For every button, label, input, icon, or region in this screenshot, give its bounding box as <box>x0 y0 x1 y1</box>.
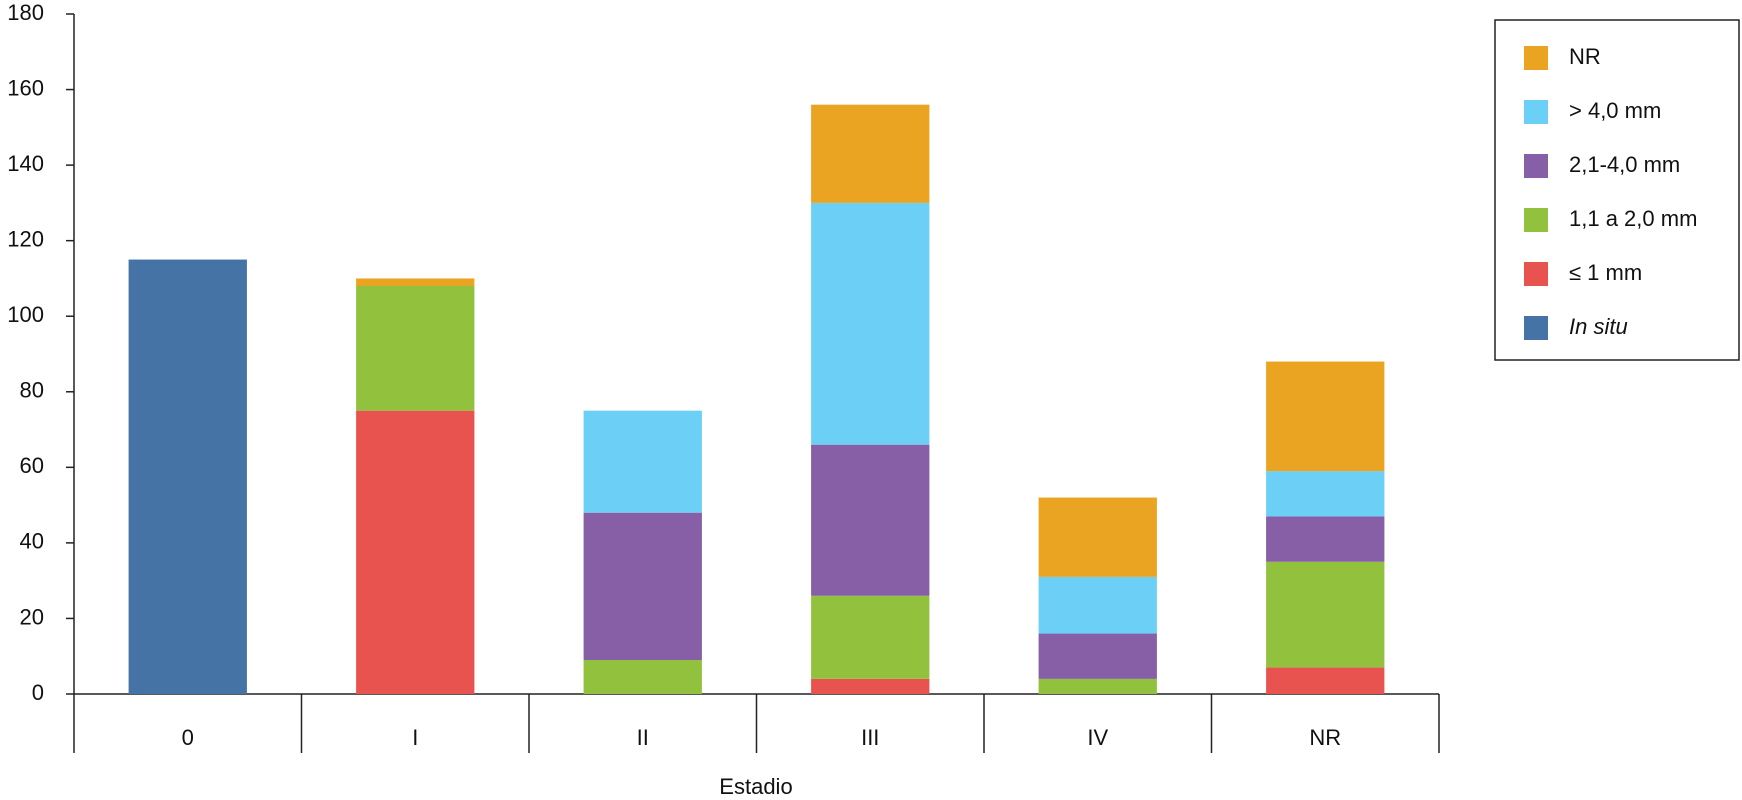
y-tick-label: 180 <box>7 0 44 25</box>
legend-box <box>1494 19 1740 361</box>
bar-segment <box>583 512 702 660</box>
legend-label: > 4,0 mm <box>1569 98 1661 123</box>
bar-segment <box>128 259 247 694</box>
bar-segment <box>1038 576 1157 634</box>
x-axis-label: Estadio <box>719 774 792 799</box>
legend-label: In situ <box>1569 314 1628 339</box>
bar-segment <box>356 286 475 411</box>
y-tick-label: 20 <box>20 604 44 629</box>
legend-swatch <box>1524 262 1548 286</box>
legend-label: ≤ 1 mm <box>1569 260 1642 285</box>
bar-segment <box>1038 633 1157 679</box>
x-tick-label: I <box>412 725 418 750</box>
y-tick-label: 100 <box>7 302 44 327</box>
bar-segment <box>811 595 930 679</box>
y-tick-label: 0 <box>32 680 44 705</box>
x-tick-label: 0 <box>182 725 194 750</box>
bar-segment <box>1038 497 1157 577</box>
bar-segment <box>811 444 930 596</box>
bar-segment <box>356 278 475 286</box>
legend-swatch <box>1524 154 1548 178</box>
bar-segment <box>811 678 930 694</box>
y-tick-label: 160 <box>7 75 44 100</box>
bar-segment <box>811 202 930 445</box>
legend-swatch <box>1524 316 1548 340</box>
legend-label: 1,1 a 2,0 mm <box>1569 206 1697 231</box>
x-tick-label: NR <box>1309 725 1341 750</box>
y-tick-label: 40 <box>20 529 44 554</box>
bar-segment <box>583 410 702 513</box>
y-tick-label: 80 <box>20 378 44 403</box>
bar-segment <box>1038 678 1157 694</box>
bar-segment <box>356 410 475 694</box>
x-tick-label: IV <box>1087 725 1108 750</box>
legend-swatch <box>1524 100 1548 124</box>
legend-swatch <box>1524 46 1548 70</box>
y-tick-label: 60 <box>20 453 44 478</box>
bar-segment <box>1266 516 1385 562</box>
bar-segment <box>1266 667 1385 694</box>
x-tick-label: II <box>637 725 649 750</box>
legend-swatch <box>1524 208 1548 232</box>
y-tick-label: 120 <box>7 226 44 251</box>
bar-segment <box>1266 471 1385 517</box>
bar-segment <box>1266 561 1385 668</box>
bar-segment <box>811 104 930 203</box>
legend-label: 2,1-4,0 mm <box>1569 152 1680 177</box>
bar-segment <box>583 660 702 694</box>
legend-label: NR <box>1569 44 1601 69</box>
x-tick-label: III <box>861 725 879 750</box>
bar-segment <box>1266 361 1385 472</box>
y-tick-label: 140 <box>7 151 44 176</box>
